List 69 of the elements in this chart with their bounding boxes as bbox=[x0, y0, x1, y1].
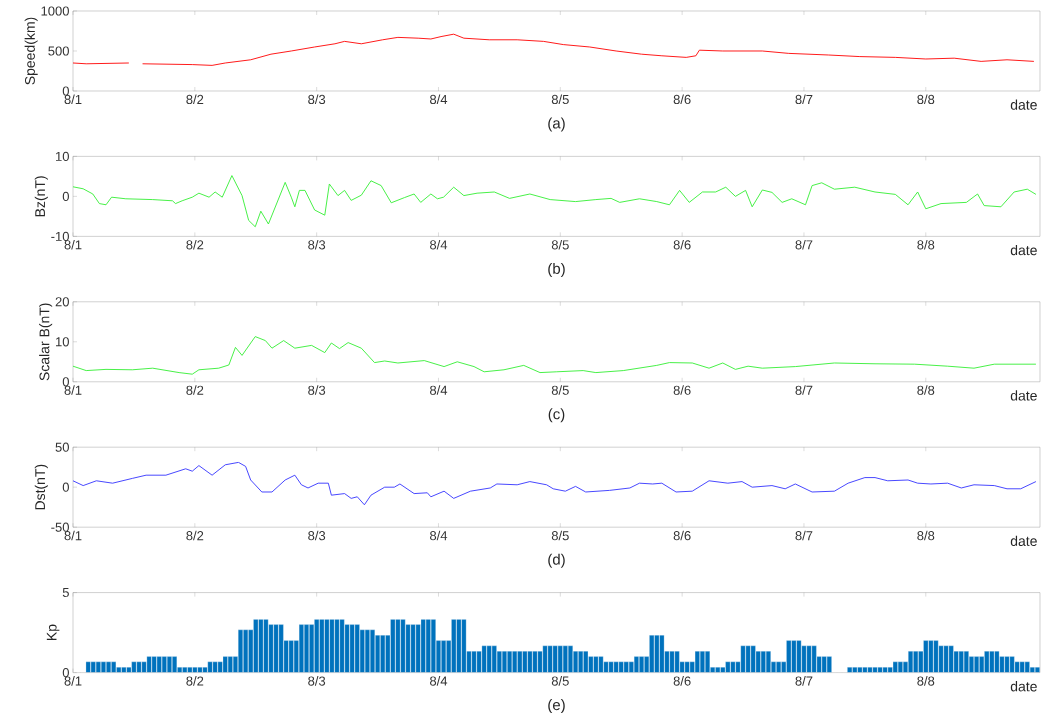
x-tick-label: 8/3 bbox=[308, 385, 326, 395]
x-tick-label: 8/2 bbox=[186, 676, 204, 686]
x-axis-title: date bbox=[1010, 681, 1037, 692]
text: (d) bbox=[548, 553, 565, 568]
x-axis-title: date bbox=[1010, 390, 1037, 401]
x-tick-label: 8/2 bbox=[186, 385, 204, 395]
y-tick-label: -50 bbox=[51, 522, 69, 532]
y-tick-label: 0 bbox=[62, 482, 69, 492]
x-tick-label: 8/6 bbox=[673, 239, 691, 250]
x-tick-label: 8/1 bbox=[64, 530, 82, 541]
y-tick-label: 0 bbox=[62, 667, 69, 678]
x-axis-title: date bbox=[1010, 99, 1037, 110]
x-tick-label: 8/4 bbox=[430, 385, 448, 395]
x-tick-label: 8/7 bbox=[795, 94, 813, 105]
x-tick-label: 8/1 bbox=[64, 239, 82, 250]
x-tick-label: 8/2 bbox=[186, 239, 204, 250]
x-tick-label: 8/7 bbox=[795, 239, 813, 250]
y-tick-label: 10 bbox=[56, 151, 69, 161]
x-tick-label: 8/5 bbox=[551, 530, 569, 541]
x-tick-label: 8/8 bbox=[917, 385, 935, 395]
x-tick-label: 8/7 bbox=[795, 530, 813, 541]
x-tick-label: 8/8 bbox=[917, 530, 935, 541]
x-tick-label: 8/3 bbox=[308, 676, 326, 686]
x-tick-label: 8/6 bbox=[673, 530, 691, 541]
y-tick-label: 10 bbox=[56, 337, 69, 347]
x-tick-label: 8/4 bbox=[430, 239, 448, 250]
y-tick-label: 0 bbox=[62, 377, 69, 387]
text: (b) bbox=[548, 262, 565, 277]
x-tick-label: 8/2 bbox=[186, 94, 204, 105]
y-axis-title: Bz(nT) bbox=[34, 176, 48, 217]
text: (a) bbox=[548, 117, 565, 132]
y-tick-label: 0 bbox=[62, 86, 69, 96]
x-tick-label: 8/5 bbox=[551, 676, 569, 686]
x-axis-title: date bbox=[1010, 244, 1037, 256]
x-tick-label: 8/8 bbox=[917, 239, 935, 250]
y-tick-label: 20 bbox=[55, 297, 69, 307]
x-tick-label: 8/7 bbox=[795, 385, 813, 395]
y-tick-label: 0 bbox=[62, 191, 69, 201]
x-tick-label: 8/6 bbox=[673, 385, 691, 395]
x-tick-label: 8/3 bbox=[308, 239, 326, 250]
y-tick-label: 50 bbox=[55, 442, 69, 452]
y-axis-title: Dst(nT) bbox=[34, 464, 48, 510]
x-tick-label: 8/2 bbox=[186, 530, 204, 541]
y-tick-label: 1000 bbox=[41, 6, 69, 16]
y-tick-label: 500 bbox=[48, 46, 69, 56]
x-tick-label: 8/1 bbox=[64, 676, 82, 686]
x-tick-label: 8/5 bbox=[551, 94, 569, 105]
y-axis-title: Kp bbox=[46, 624, 60, 640]
x-tick-label: 8/5 bbox=[551, 239, 569, 250]
x-tick-label: 8/4 bbox=[430, 94, 448, 105]
y-tick-label: 5 bbox=[62, 588, 69, 598]
x-tick-label: 8/4 bbox=[430, 530, 448, 541]
y-tick-label: -10 bbox=[51, 231, 69, 241]
x-tick-label: 8/1 bbox=[64, 385, 82, 395]
x-tick-label: 8/6 bbox=[673, 94, 691, 105]
x-tick-label: 8/7 bbox=[795, 676, 813, 686]
x-tick-label: 8/3 bbox=[308, 530, 326, 541]
x-tick-label: 8/4 bbox=[430, 676, 448, 686]
text: (e) bbox=[548, 699, 565, 714]
x-tick-label: 8/8 bbox=[917, 94, 935, 105]
x-tick-label: 8/8 bbox=[917, 676, 935, 686]
x-tick-label: 8/5 bbox=[551, 385, 569, 395]
x-axis-title: date bbox=[1010, 535, 1037, 546]
x-tick-label: 8/6 bbox=[673, 676, 691, 686]
x-tick-label: 8/3 bbox=[308, 94, 326, 105]
y-axis-title: Scalar B(nT) bbox=[39, 303, 53, 381]
x-tick-label: 8/1 bbox=[64, 94, 82, 105]
text: (c) bbox=[548, 408, 565, 423]
y-axis-title: Speed(km) bbox=[24, 17, 38, 85]
